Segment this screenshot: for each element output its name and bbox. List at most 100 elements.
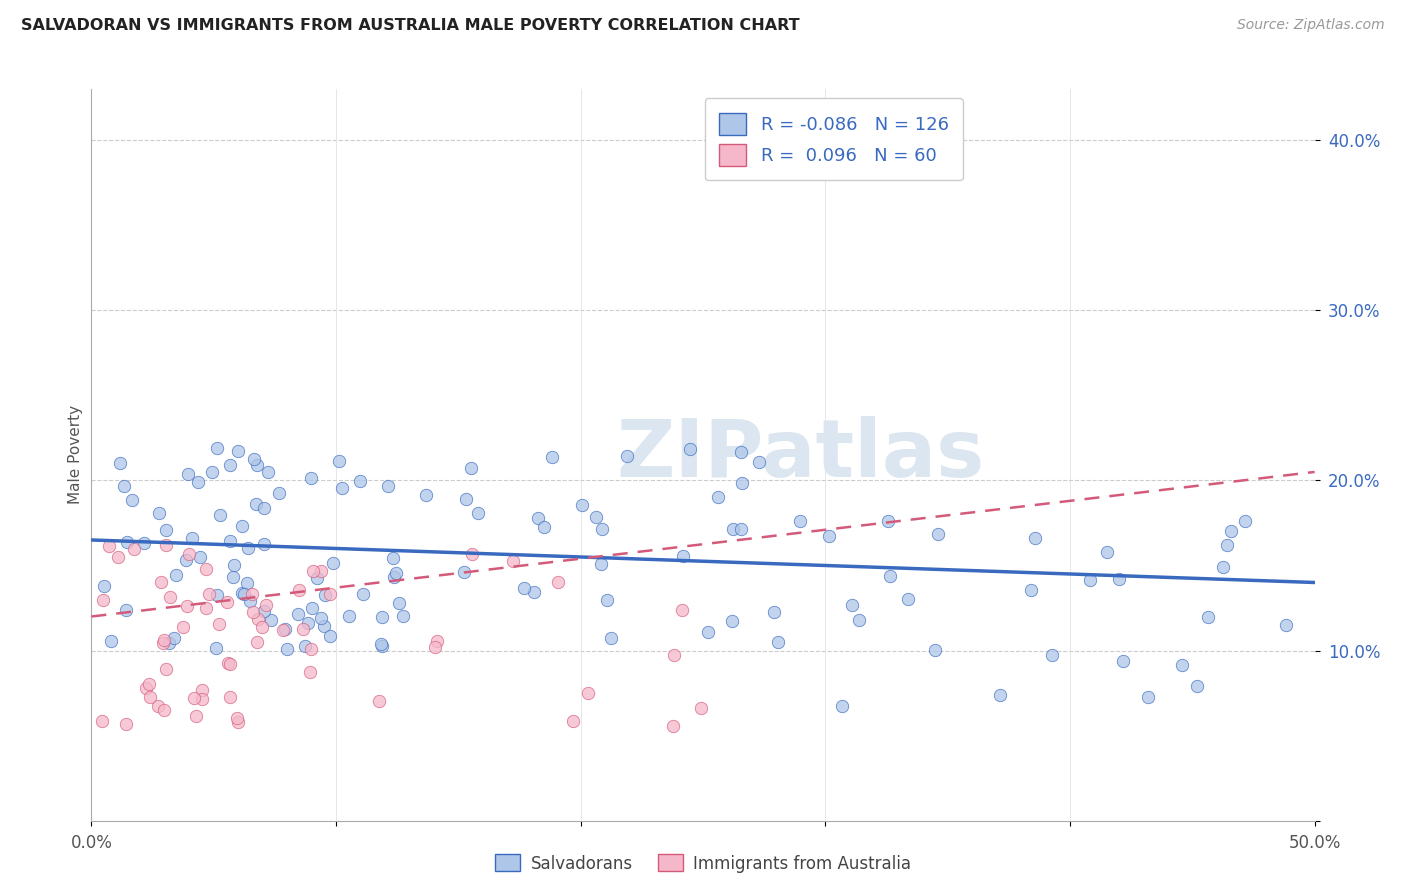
Legend: R = -0.086   N = 126, R =  0.096   N = 60: R = -0.086 N = 126, R = 0.096 N = 60	[704, 98, 963, 180]
Point	[174, 553, 197, 567]
Point	[877, 514, 900, 528]
Point	[339, 609, 361, 624]
Point	[988, 689, 1011, 703]
Point	[1233, 514, 1256, 528]
Point	[662, 719, 685, 733]
Point	[155, 662, 177, 676]
Point	[561, 714, 583, 729]
Point	[252, 537, 274, 551]
Point	[115, 534, 138, 549]
Point	[585, 509, 607, 524]
Point	[176, 599, 198, 614]
Point	[121, 493, 143, 508]
Point	[108, 456, 131, 470]
Point	[707, 490, 730, 504]
Point	[370, 639, 392, 653]
Point	[600, 631, 623, 645]
Point	[157, 636, 180, 650]
Point	[349, 474, 371, 488]
Point	[135, 681, 157, 695]
Point	[1108, 573, 1130, 587]
Point	[235, 575, 257, 590]
Point	[107, 549, 129, 564]
Point	[591, 522, 613, 536]
Point	[1136, 690, 1159, 704]
Point	[148, 506, 170, 520]
Point	[288, 582, 311, 597]
Point	[309, 611, 332, 625]
Point	[159, 591, 181, 605]
Point	[301, 601, 323, 615]
Point	[748, 455, 770, 469]
Point	[122, 542, 145, 557]
Point	[115, 716, 138, 731]
Point	[177, 467, 200, 481]
Point	[664, 648, 686, 662]
Point	[1095, 545, 1118, 559]
Point	[319, 629, 342, 643]
Point	[191, 691, 214, 706]
Point	[252, 620, 274, 634]
Point	[245, 497, 267, 511]
Point	[1219, 524, 1241, 539]
Point	[114, 603, 136, 617]
Point	[527, 511, 550, 525]
Point	[502, 554, 524, 568]
Point	[423, 640, 446, 654]
Point	[721, 522, 744, 536]
Point	[254, 598, 277, 612]
Point	[1040, 648, 1063, 662]
Point	[1197, 610, 1219, 624]
Point	[219, 458, 242, 472]
Point	[153, 703, 176, 717]
Point	[204, 641, 226, 656]
Point	[222, 558, 245, 573]
Point	[219, 690, 242, 704]
Point	[461, 547, 484, 561]
Point	[730, 522, 752, 536]
Point	[197, 587, 219, 601]
Point	[817, 528, 839, 542]
Point	[188, 549, 211, 564]
Point	[322, 557, 344, 571]
Point	[305, 571, 328, 585]
Point	[596, 593, 619, 607]
Point	[148, 698, 170, 713]
Point	[195, 562, 218, 576]
Point	[371, 610, 394, 624]
Point	[789, 514, 811, 528]
Point	[155, 538, 177, 552]
Point	[460, 460, 482, 475]
Point	[385, 566, 408, 581]
Point	[219, 534, 242, 549]
Point	[571, 498, 593, 512]
Point	[731, 476, 754, 491]
Point	[720, 614, 742, 628]
Point	[207, 441, 229, 455]
Point	[319, 586, 342, 600]
Point	[299, 471, 322, 485]
Point	[242, 605, 264, 619]
Point	[924, 643, 946, 657]
Point	[93, 579, 115, 593]
Point	[533, 520, 555, 534]
Point	[253, 604, 276, 618]
Point	[467, 506, 489, 520]
Point	[415, 488, 437, 502]
Point	[215, 595, 238, 609]
Point	[226, 444, 249, 458]
Point	[217, 656, 239, 670]
Point	[247, 612, 270, 626]
Point	[589, 557, 612, 571]
Point	[1212, 560, 1234, 574]
Point	[246, 634, 269, 648]
Point	[690, 700, 713, 714]
Point	[730, 445, 752, 459]
Point	[425, 633, 447, 648]
Point	[267, 486, 290, 500]
Point	[841, 598, 863, 612]
Text: SALVADORAN VS IMMIGRANTS FROM AUSTRALIA MALE POVERTY CORRELATION CHART: SALVADORAN VS IMMIGRANTS FROM AUSTRALIA …	[21, 18, 800, 33]
Point	[93, 593, 115, 607]
Point	[309, 565, 332, 579]
Point	[208, 616, 231, 631]
